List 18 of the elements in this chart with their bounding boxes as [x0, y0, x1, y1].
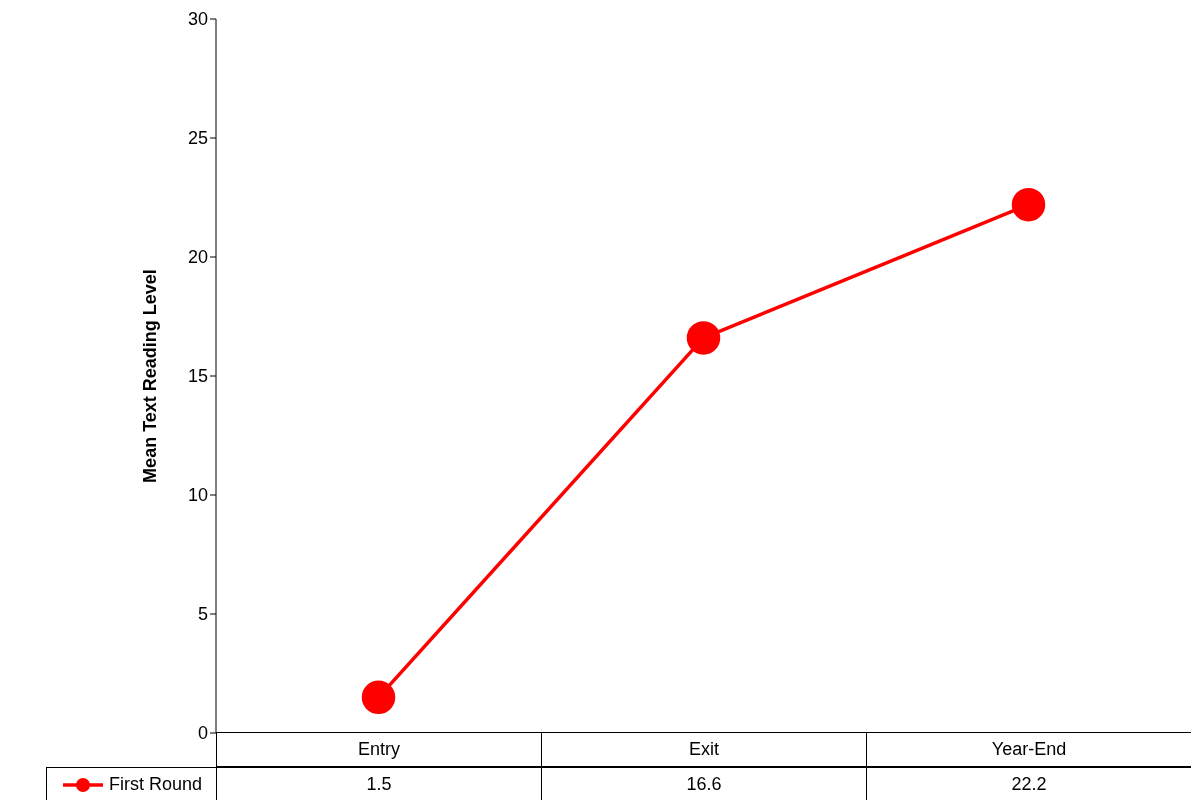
- point: [361, 680, 396, 715]
- y-tick-label: 20: [187, 247, 208, 268]
- data-label: 22.2: [866, 767, 1191, 800]
- x-tick-label: Year-End: [866, 732, 1191, 767]
- data-label: 1.5: [216, 767, 542, 800]
- y-tick-label: 15: [187, 366, 208, 387]
- data-label: 16.6: [541, 767, 867, 800]
- y-tick-label: 5: [197, 604, 208, 625]
- x-tick-label: Exit: [541, 732, 867, 767]
- y-tick-label: 0: [197, 723, 208, 744]
- legend-label: First Round: [108, 774, 203, 795]
- y-axis-title: Mean Text Reading Level: [140, 269, 161, 483]
- x-tick-label: Entry: [216, 732, 542, 767]
- point: [686, 321, 721, 355]
- y-tick-label: 30: [187, 9, 208, 30]
- point: [1011, 187, 1046, 222]
- y-tick-label: 10: [187, 485, 208, 506]
- y-tick-label: 25: [187, 128, 208, 149]
